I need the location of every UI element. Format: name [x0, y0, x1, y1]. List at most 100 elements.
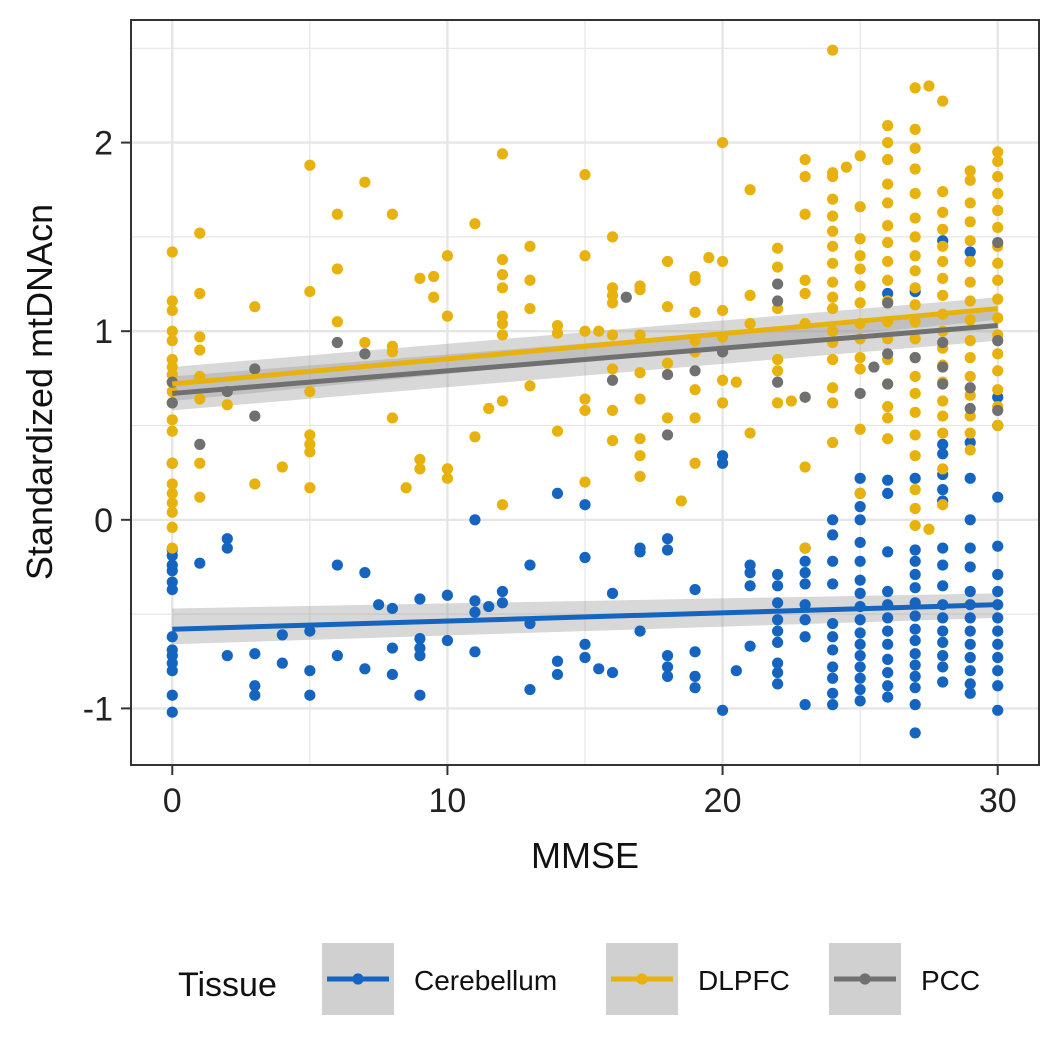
data-point — [373, 599, 385, 611]
data-point — [909, 502, 921, 515]
data-point — [827, 210, 839, 222]
data-point — [964, 612, 976, 624]
data-point — [166, 576, 178, 588]
data-point — [483, 402, 495, 415]
data-point — [909, 568, 921, 581]
data-point — [854, 672, 866, 684]
data-point — [992, 236, 1004, 249]
data-point — [992, 155, 1004, 168]
data-point — [661, 661, 674, 673]
data-point — [992, 221, 1004, 234]
data-point — [166, 304, 178, 317]
legend-key-point-dlpfc — [636, 973, 648, 985]
data-point — [937, 636, 949, 649]
data-point — [854, 614, 866, 626]
data-point — [909, 370, 921, 383]
data-point — [716, 397, 729, 409]
data-point — [882, 120, 894, 132]
data-point — [194, 457, 206, 469]
data-point — [772, 261, 784, 273]
trend-line-dlpfc — [172, 306, 998, 387]
data-point — [882, 612, 894, 624]
data-point — [441, 634, 454, 647]
data-point — [827, 436, 839, 449]
data-point — [964, 687, 976, 699]
data-point — [923, 80, 935, 92]
data-point — [882, 153, 894, 166]
data-point — [249, 648, 261, 660]
data-point — [909, 123, 921, 135]
data-point — [854, 650, 866, 662]
data-point — [606, 434, 619, 447]
data-point — [827, 257, 839, 269]
data-point — [937, 410, 949, 422]
data-point — [992, 491, 1004, 503]
data-point — [937, 676, 949, 688]
data-point — [194, 227, 206, 239]
data-point — [937, 336, 949, 349]
data-point — [992, 704, 1004, 716]
data-point — [441, 472, 454, 484]
data-point — [579, 325, 591, 337]
data-point — [359, 663, 371, 675]
trend-line-cerebellum — [172, 602, 998, 632]
data-point — [744, 640, 756, 652]
data-point — [964, 444, 976, 456]
data-point — [909, 484, 921, 496]
data-point — [827, 617, 839, 630]
data-point — [882, 219, 894, 232]
data-point — [194, 344, 206, 356]
data-point — [689, 682, 701, 694]
data-point — [744, 559, 756, 571]
data-point — [661, 533, 674, 545]
data-point — [331, 263, 343, 275]
data-point — [937, 580, 949, 592]
data-point — [772, 666, 784, 679]
plot-panel-border — [130, 19, 1040, 766]
data-point — [166, 487, 178, 500]
data-point — [194, 287, 206, 300]
data-point — [772, 376, 784, 388]
data-point — [785, 395, 797, 407]
data-point — [483, 600, 495, 613]
data-point — [799, 391, 811, 403]
data-point — [827, 44, 839, 56]
data-point — [909, 450, 921, 462]
data-point — [854, 501, 866, 513]
data-point — [937, 289, 949, 301]
data-point — [441, 310, 454, 322]
data-point — [827, 240, 839, 252]
data-points — [166, 44, 1004, 739]
data-point — [827, 167, 839, 179]
data-point — [166, 559, 178, 571]
data-point — [854, 387, 866, 400]
data-point — [827, 699, 839, 711]
data-point — [579, 638, 591, 650]
data-point — [496, 253, 509, 266]
data-point — [992, 585, 1004, 598]
data-point — [166, 478, 178, 490]
data-point — [854, 661, 866, 673]
data-point — [331, 208, 343, 220]
data-point — [854, 297, 866, 309]
data-point — [827, 578, 839, 590]
data-point — [854, 627, 866, 639]
data-point — [606, 587, 619, 599]
data-point — [909, 610, 921, 622]
data-point — [689, 306, 701, 318]
data-point — [414, 453, 426, 466]
data-point — [716, 704, 729, 716]
data-point — [772, 397, 784, 409]
data-point — [799, 599, 811, 611]
data-point — [992, 146, 1004, 158]
data-point — [661, 429, 674, 441]
data-point — [854, 536, 866, 549]
data-point — [606, 282, 619, 294]
data-point — [469, 218, 481, 230]
data-point — [937, 448, 949, 460]
data-point — [909, 582, 921, 594]
legend-label-pcc: PCC — [921, 965, 980, 996]
data-point — [166, 353, 178, 366]
data-point — [249, 301, 261, 313]
data-point — [524, 302, 536, 315]
